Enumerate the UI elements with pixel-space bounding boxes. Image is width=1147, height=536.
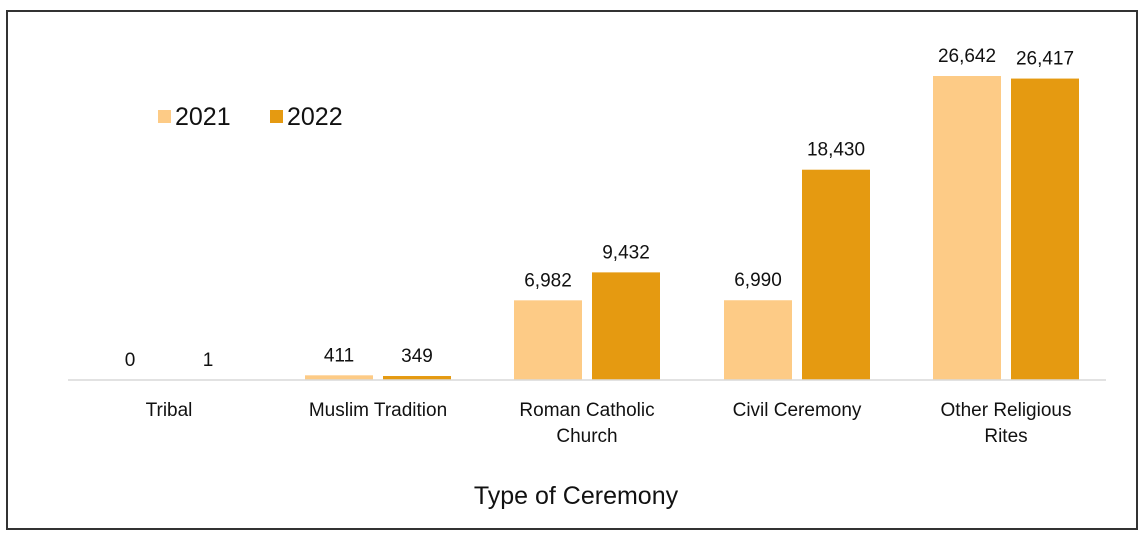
x-tick-label-1: Muslim Tradition — [309, 400, 447, 421]
data-label-2021-2: 6,982 — [524, 270, 572, 291]
x-axis-title: Type of Ceremony — [474, 482, 679, 510]
bar-2022-3 — [802, 169, 870, 380]
legend-label-2021: 2021 — [175, 103, 231, 131]
x-tick-label-0: Tribal — [146, 400, 193, 421]
x-tick-labels: Tribal Muslim Tradition Roman Catholic Chur… — [146, 400, 1072, 447]
data-label-2021-0: 0 — [125, 350, 136, 371]
bar-2021-1 — [305, 375, 373, 380]
x-tick-label-3: Civil Ceremony — [733, 400, 862, 421]
bar-2021-3 — [724, 300, 792, 380]
data-label-2021-1: 411 — [324, 345, 354, 366]
legend-label-2022: 2022 — [287, 103, 343, 131]
x-tick-label-4: Other Religious Rites — [941, 400, 1072, 447]
bars: 0 411 6,982 6,990 26,642 1 349 9,432 18,430 26,41… — [125, 46, 1079, 380]
data-label-2022-0: 1 — [203, 350, 214, 371]
bar-2022-4 — [1011, 78, 1079, 380]
data-label-2022-3: 18,430 — [807, 140, 865, 161]
bar-2022-1 — [383, 376, 451, 380]
bar-2022-2 — [592, 272, 660, 380]
bar-2021-2 — [514, 300, 582, 380]
data-label-2021-3: 6,990 — [734, 270, 782, 291]
chart-frame: 2021 2022 0 411 6,982 6,990 26,642 1 349 9,432 18… — [6, 10, 1138, 530]
legend-swatch-2022 — [270, 110, 283, 123]
legend: 2021 2022 — [158, 103, 343, 131]
data-label-2022-2: 9,432 — [602, 242, 650, 263]
legend-swatch-2021 — [158, 110, 171, 123]
data-label-2022-4: 26,417 — [1016, 49, 1074, 70]
bar-chart: 2021 2022 0 411 6,982 6,990 26,642 1 349 9,432 18… — [68, 46, 1106, 510]
data-label-2022-1: 349 — [401, 346, 433, 367]
bar-2021-4 — [933, 76, 1001, 380]
data-label-2021-4: 26,642 — [938, 46, 996, 67]
x-tick-label-2: Roman Catholic Church — [519, 400, 654, 447]
